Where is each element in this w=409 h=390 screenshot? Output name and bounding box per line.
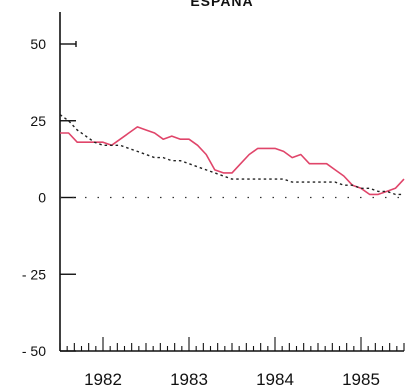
series-line-1 (59, 114, 404, 196)
x-year-label-0: 1982 (84, 370, 122, 389)
x-year-label-3: 1985 (342, 370, 380, 389)
y-tick-label-1: 25 (30, 113, 46, 129)
x-year-label-1: 1983 (170, 370, 208, 389)
axes (59, 12, 405, 352)
y-tick-label-2: 0 (38, 190, 46, 206)
y-tick-label-3: - 25 (22, 266, 46, 282)
x-year-label-2: 1984 (256, 370, 294, 389)
series-line-0 (60, 126, 405, 196)
y-tick-label-0: 50 (30, 36, 46, 52)
y-tick-label-4: - 50 (22, 343, 46, 359)
series-group (59, 114, 405, 196)
labels-group: 50 25 0 - 25 - 50 1982 1983 1984 1985 (22, 36, 380, 389)
chart-title: ESPAÑA (190, 0, 253, 9)
